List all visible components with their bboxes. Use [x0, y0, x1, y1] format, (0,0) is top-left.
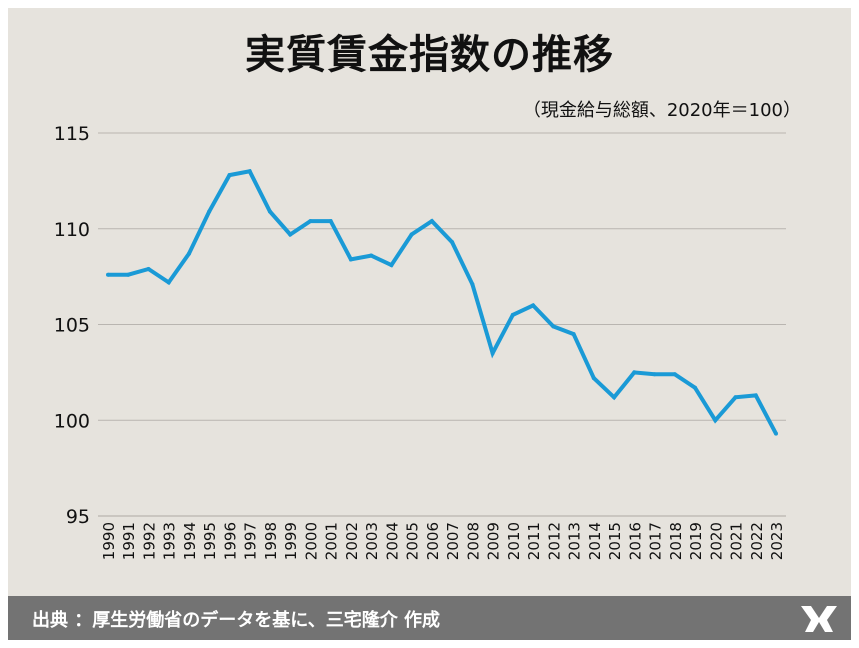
x-tick-label: 2016 — [626, 522, 644, 560]
data-point — [672, 372, 677, 377]
data-point — [591, 376, 596, 381]
x-tick-label: 2020 — [707, 522, 725, 560]
x-tick-label: 2017 — [647, 522, 665, 560]
data-point — [632, 370, 637, 375]
x-tick-label: 1990 — [100, 522, 118, 560]
y-tick-label: 115 — [54, 123, 90, 145]
data-point — [753, 393, 758, 398]
data-point — [369, 253, 374, 258]
x-tick-label: 2012 — [545, 522, 563, 560]
data-point — [652, 372, 657, 377]
x-tick-label: 2010 — [505, 522, 523, 560]
data-point — [429, 219, 434, 224]
brand-logo-icon — [801, 606, 837, 632]
y-axis-ticks: 95 100 105 110 115 — [54, 123, 90, 528]
x-tick-label: 2023 — [768, 522, 786, 560]
x-tick-label: 1991 — [120, 522, 138, 560]
data-point — [571, 332, 576, 337]
data-point — [126, 272, 131, 277]
x-tick-label: 2015 — [606, 522, 624, 560]
footer-bar: 出典 ：厚生労働省のデータを基に、三宅隆介 作成 — [8, 596, 851, 640]
data-point — [470, 282, 475, 287]
x-tick-label: 1997 — [242, 522, 260, 560]
x-tick-label: 1992 — [140, 522, 158, 560]
x-tick-label: 1995 — [201, 522, 219, 560]
x-tick-label: 2001 — [323, 522, 341, 560]
x-tick-label: 2022 — [748, 522, 766, 560]
x-tick-label: 2007 — [444, 522, 462, 560]
x-tick-label: 2008 — [464, 522, 482, 560]
data-point — [409, 232, 414, 237]
data-point — [207, 209, 212, 214]
data-point — [288, 232, 293, 237]
x-tick-label: 1994 — [181, 522, 199, 560]
x-tick-label: 2009 — [485, 522, 503, 560]
data-point — [308, 219, 313, 224]
data-point — [450, 240, 455, 245]
x-tick-label: 1999 — [282, 522, 300, 560]
data-point — [247, 169, 252, 174]
y-tick-label: 95 — [66, 506, 90, 528]
y-tick-label: 100 — [54, 410, 90, 432]
y-tick-label: 105 — [54, 315, 90, 337]
data-point — [328, 219, 333, 224]
data-point — [348, 257, 353, 262]
x-tick-label: 2002 — [343, 522, 361, 560]
data-point — [146, 266, 151, 271]
chart-subtitle: （現金給与総額、2020年＝100） — [522, 100, 801, 121]
x-tick-label: 2003 — [363, 522, 381, 560]
data-point — [713, 418, 718, 423]
chart-title: 実質賃金指数の推移 — [245, 32, 614, 78]
data-point — [389, 263, 394, 268]
data-point — [106, 272, 110, 277]
data-point — [733, 395, 738, 400]
data-point — [531, 303, 536, 308]
x-tick-label: 2006 — [424, 522, 442, 560]
x-tick-label: 1993 — [161, 522, 179, 560]
data-point — [510, 312, 515, 317]
x-tick-label: 2021 — [728, 522, 746, 560]
x-tick-label: 2000 — [302, 522, 320, 560]
source-note: 出典 ：厚生労働省のデータを基に、三宅隆介 作成 — [32, 610, 440, 631]
data-point — [551, 324, 556, 329]
x-tick-label: 2011 — [525, 522, 543, 560]
data-point — [166, 280, 171, 285]
data-point — [267, 209, 272, 214]
data-point — [490, 351, 495, 356]
data-point — [227, 173, 232, 178]
x-tick-label: 2005 — [404, 522, 422, 560]
data-point — [612, 395, 617, 400]
data-point — [774, 431, 778, 436]
x-tick-label: 2018 — [667, 522, 685, 560]
x-tick-label: 2019 — [687, 522, 705, 560]
x-tick-label: 1996 — [221, 522, 239, 560]
x-axis-ticks: 1990 1991 1992 1993 1994 1995 1996 1997 1998 1999… — [100, 522, 786, 560]
x-tick-label: 1998 — [262, 522, 280, 560]
data-point — [186, 251, 191, 256]
x-tick-label: 2004 — [383, 522, 401, 560]
series-line — [108, 169, 778, 435]
x-tick-label: 2014 — [586, 522, 604, 560]
series-layer — [106, 169, 778, 436]
y-tick-label: 110 — [54, 219, 90, 241]
data-point — [693, 385, 698, 390]
grid-lines — [98, 132, 786, 517]
x-tick-label: 2013 — [566, 522, 584, 560]
